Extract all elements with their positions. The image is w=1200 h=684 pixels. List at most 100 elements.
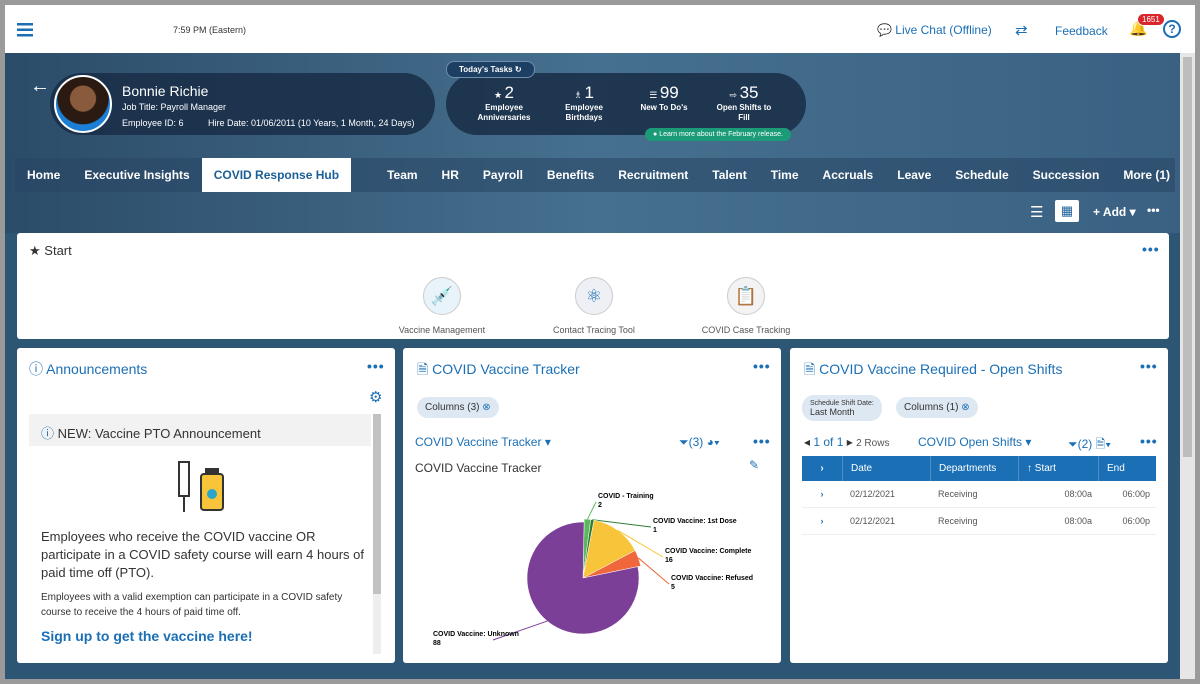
top-bar: 7:59 PM (Eastern) 💬 Live Chat (Offline) … [5,5,1195,53]
column-header[interactable]: Departments [930,456,1018,481]
shifts-card: 🗎 COVID Vaccine Required - Open Shifts •… [790,348,1168,663]
menu-button[interactable] [17,23,33,37]
tasks-title[interactable]: Today's Tasks ↻ [446,61,535,78]
column-header-text[interactable]: Departments [939,463,997,474]
card-menu[interactable]: ••• [1140,358,1158,374]
column-header-text[interactable]: Date [851,463,873,474]
expand-all[interactable]: › [820,463,824,474]
column-header[interactable]: Date [842,456,930,481]
grid-menu[interactable]: ••• [1140,433,1158,449]
pager[interactable]: ◂ 1 of 1 ▸ 2 Rows [804,435,890,449]
table-row: › 02/12/2021 Receiving 08:00a 06:00p [802,481,1156,508]
chart-subtitle: COVID Vaccine Tracker [415,461,542,475]
add-label[interactable]: + Add [1093,205,1127,219]
grid-menu[interactable]: ••• [753,433,771,449]
filter-count[interactable]: (2) [1077,437,1093,451]
tile-icon[interactable]: 📋 [727,277,765,315]
nav-bar: Home Executive Insights COVID Response Hub… [15,158,1184,192]
date-chip[interactable]: Schedule Shift Date: Last Month [802,395,882,421]
column-header-text[interactable]: Start [1034,463,1056,474]
page-scrollbar[interactable] [1180,53,1195,679]
scrollbar[interactable] [373,414,381,654]
nav-item[interactable]: More (1) [1123,168,1170,182]
release-link[interactable]: ● Learn more about the February release. [645,128,791,141]
task-item[interactable]: ⇨ 35 Open Shifts to Fill [704,83,784,123]
card-menu[interactable]: ••• [367,358,385,374]
expand-row[interactable]: › [820,516,824,526]
nav-item[interactable]: Executive Insights [84,168,190,182]
column-header[interactable]: End [1098,456,1156,481]
back-arrow[interactable]: ← [30,75,50,97]
columns-chip[interactable]: Columns (3) ⊗ [417,397,499,418]
nav-item[interactable]: Home [27,168,61,182]
profile-job: Job Title: Payroll Manager [122,102,227,112]
more-dots[interactable]: ••• [1147,203,1160,217]
table-cell: 08:00a [1064,516,1092,526]
table-cell: 02/12/2021 [850,516,896,526]
settings-icon[interactable]: ⚙ [369,389,383,406]
nav-item[interactable]: COVID Response Hub [201,158,352,192]
nav-item[interactable]: Payroll [482,168,523,182]
expand-row[interactable]: › [820,489,824,499]
nav-item[interactable]: Schedule [955,168,1009,182]
live-chat-label[interactable]: Live Chat (Offline) [895,23,992,37]
columns-label[interactable]: Columns (1) [904,402,959,413]
start-tile[interactable]: ⚛ Contact Tracing Tool [529,277,659,335]
nav-item[interactable]: Benefits [546,168,595,182]
nav-item[interactable]: Team [387,168,418,182]
announcements-title-text: Announcements [46,361,148,377]
tile-icon[interactable]: 💉 [423,277,461,315]
tracker-title-text: COVID Vaccine Tracker [432,361,580,377]
nav-item[interactable]: Talent [712,168,747,182]
slice-label: COVID Vaccine: 1st Dose [653,518,737,525]
view-label[interactable]: COVID Open Shifts [918,435,1023,449]
list-view[interactable]: ☰ [1030,204,1044,221]
edit-icon[interactable]: ✎ [749,458,760,472]
task-count: 99 [659,83,679,102]
help-icon[interactable]: ? [1163,20,1181,38]
profile-name: Bonnie Richie [122,83,209,99]
tile-label[interactable]: COVID Case Tracking [701,325,791,335]
tile-label[interactable]: Contact Tracing Tool [553,325,635,335]
nav-item[interactable]: Accruals [822,168,874,182]
nav-item[interactable]: Recruitment [618,168,689,182]
add-button[interactable]: + Add ▾ [1093,205,1136,219]
view-label[interactable]: COVID Vaccine Tracker [415,435,542,449]
task-item[interactable]: ★ 2 Employee Anniversaries [464,83,544,123]
start-tile[interactable]: 💉 Vaccine Management [377,277,507,335]
table-cell: Receiving [938,489,978,499]
card-menu[interactable]: ••• [753,358,771,374]
columns-label[interactable]: Columns (3) [425,402,480,413]
task-item[interactable]: ☰ 99 New To Do's [624,83,704,113]
vaccine-illustration [178,461,224,512]
nav-item[interactable]: Time [770,168,799,182]
filter-button[interactable]: ⏷(3) ◕▾ [679,435,720,449]
columns-chip[interactable]: Columns (1) ⊗ [896,397,978,418]
feedback[interactable]: Feedback [1055,24,1108,38]
nav-item[interactable]: Leave [897,168,932,182]
view-select[interactable]: COVID Vaccine Tracker ▾ [415,435,551,449]
live-chat[interactable]: 💬 Live Chat (Offline) [877,23,992,37]
nav-item[interactable]: HR [441,168,459,182]
nav-item[interactable]: Succession [1032,168,1100,182]
task-label: New To Do's [640,103,688,112]
tile-icon[interactable]: ⚛ [575,277,613,315]
grid-view[interactable]: ▦ [1055,200,1079,222]
release-link-text[interactable]: Learn more about the February release. [659,131,783,138]
filter-button[interactable]: ⏷(2) 🗎▾ [1068,437,1112,451]
task-item[interactable]: ♗ 1 Employee Birthdays [544,83,624,123]
card-menu[interactable]: ••• [1142,241,1160,257]
view-select[interactable]: COVID Open Shifts ▾ [918,435,1032,449]
filter-count[interactable]: (3) [688,435,704,449]
column-header-text[interactable]: End [1107,463,1125,474]
table-cell: 08:00a [1064,489,1092,499]
tasks-title-text[interactable]: Today's Tasks [459,65,513,74]
switch-icon[interactable]: ⇄ [1015,22,1028,39]
vaccine-link[interactable]: Sign up to get the vaccine here! [41,628,253,644]
tile-label[interactable]: Vaccine Management [398,325,486,335]
column-header[interactable]: ↑ Start [1018,456,1098,481]
table-cell: 06:00p [1122,516,1150,526]
leader-line [638,557,670,585]
start-tile[interactable]: 📋 COVID Case Tracking [681,277,811,335]
